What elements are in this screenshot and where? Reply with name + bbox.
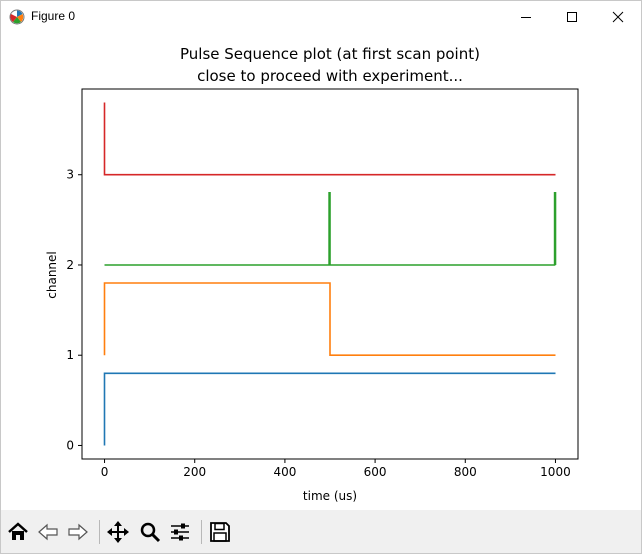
series-layer (103, 102, 557, 446)
x-tick-label: 1000 (540, 465, 571, 479)
pan-button[interactable] (105, 519, 131, 545)
chart-title-line1: Pulse Sequence plot (at first scan point… (180, 45, 480, 63)
x-tick-label: 400 (273, 465, 296, 479)
configure-subplots-button[interactable] (167, 519, 193, 545)
pulse-sequence-chart: Pulse Sequence plot (at first scan point… (45, 45, 579, 503)
plot-canvas[interactable]: Pulse Sequence plot (at first scan point… (1, 32, 641, 510)
channel-3-series-line (103, 102, 556, 176)
save-button[interactable] (207, 519, 233, 545)
back-button[interactable] (35, 519, 61, 545)
forward-arrow-icon (68, 523, 88, 541)
minimize-icon (521, 16, 531, 18)
chart-title-line2: close to proceed with experiment... (197, 67, 463, 85)
y-axis-label: channel (45, 251, 59, 298)
minimize-button[interactable] (503, 1, 549, 32)
channel-0-series-line (103, 372, 556, 446)
y-tick-label: 3 (66, 168, 74, 182)
x-tick-label: 200 (183, 465, 206, 479)
y-tick-label: 0 (66, 438, 74, 452)
close-button[interactable] (595, 1, 641, 32)
maximize-icon (567, 11, 577, 22)
zoom-button[interactable] (137, 519, 163, 545)
toolbar-separator (201, 520, 202, 544)
navigation-toolbar (1, 510, 641, 553)
channel-1-series-line (103, 282, 556, 357)
toolbar-separator (99, 520, 100, 544)
axes-frame (81, 88, 579, 460)
floppy-disk-icon (210, 522, 230, 542)
close-icon (612, 11, 624, 22)
maximize-button[interactable] (549, 1, 595, 32)
window-title: Figure 0 (31, 9, 76, 23)
forward-button[interactable] (65, 519, 91, 545)
y-tick-label: 2 (66, 258, 74, 272)
x-axis-label: time (us) (303, 489, 357, 503)
sliders-icon (171, 523, 189, 541)
matplotlib-app-icon (9, 9, 25, 25)
axes-layer: 0 200 400 600 800 1000 0 1 2 3 (66, 88, 579, 479)
x-tick-label: 600 (364, 465, 387, 479)
title-bar[interactable]: Figure 0 (1, 1, 641, 32)
channel-2-series-line (104, 192, 557, 266)
back-arrow-icon (38, 523, 58, 541)
x-tick-label: 0 (101, 465, 109, 479)
move-arrows-icon (107, 521, 129, 543)
y-tick-label: 1 (66, 348, 74, 362)
x-tick-label: 800 (454, 465, 477, 479)
home-button[interactable] (5, 519, 31, 545)
magnifier-icon (140, 522, 161, 543)
home-icon (8, 522, 28, 540)
